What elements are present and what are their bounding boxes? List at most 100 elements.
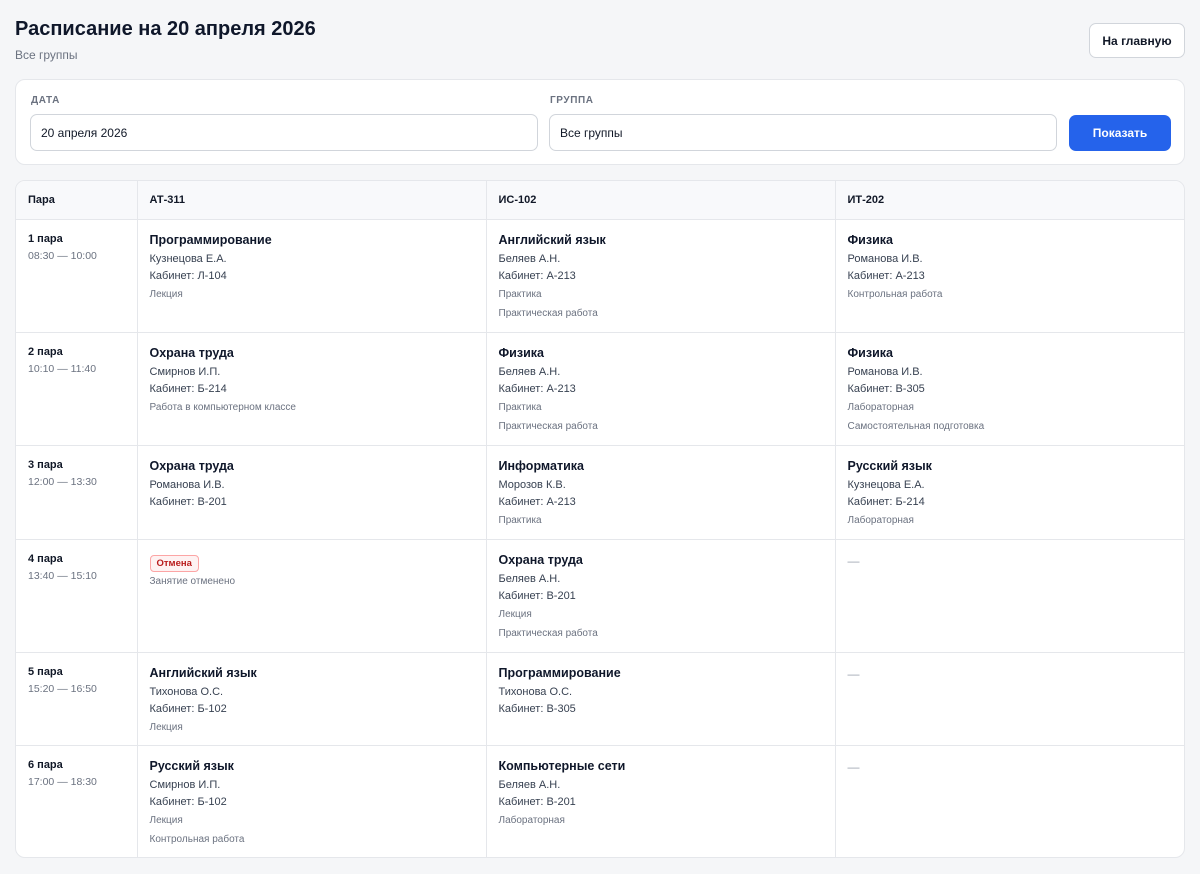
lesson-note: Лекция [498, 608, 532, 620]
pair-cell: 6 пара 17:00 — 18:30 [16, 745, 137, 857]
lesson-cell: Физика Романова И.В. Кабинет: В-305 Лаборат… [834, 332, 1184, 446]
room-number: Кабинет: А-213 [498, 269, 576, 282]
lesson-cell: Компьютерные сети Беляев А.Н. Кабинет: В-2… [485, 745, 835, 857]
teacher-name: Тихонова О.С. [498, 685, 573, 698]
lesson-cell: — [834, 539, 1184, 653]
lesson-cell: — [834, 652, 1184, 746]
room-number: Кабинет: Л-104 [149, 269, 227, 282]
empty-slot: — [847, 553, 860, 568]
room-number: Кабинет: В-201 [498, 795, 576, 808]
pair-number: 3 пара [28, 458, 63, 471]
subject-name: Программирование [498, 665, 621, 680]
lesson-note: Контрольная работа [847, 288, 943, 300]
teacher-name: Беляев А.Н. [498, 365, 561, 378]
lesson-note: Занятие отменено [149, 575, 236, 587]
lesson-cell: Охрана труда Смирнов И.П. Кабинет: Б-214 Ра… [136, 332, 486, 446]
room-number: Кабинет: Б-214 [847, 495, 925, 508]
group-label: ГРУППА [550, 95, 594, 106]
teacher-name: Романова И.В. [149, 478, 225, 491]
lesson-cell: Английский язык Тихонова О.С. Кабинет: Б-1… [136, 652, 486, 746]
date-label: ДАТА [31, 95, 60, 106]
lesson-note: Практическая работа [498, 307, 598, 319]
empty-slot: — [847, 666, 860, 681]
lesson-cell: Английский язык Беляев А.Н. Кабинет: А-213… [485, 219, 835, 333]
teacher-name: Беляев А.Н. [498, 572, 561, 585]
lesson-note: Лабораторная [498, 814, 565, 826]
pair-number: 2 пара [28, 345, 63, 358]
page-header: Расписание на 20 апреля 2026 Все группы … [15, 16, 1185, 66]
pair-cell: 5 пара 15:20 — 16:50 [16, 652, 137, 746]
page-title: Расписание на 20 апреля 2026 [15, 18, 316, 40]
lesson-note: Лекция [149, 814, 183, 826]
lesson-note: Практика [498, 401, 542, 413]
lesson-note: Лекция [149, 721, 183, 733]
room-number: Кабинет: В-201 [498, 589, 576, 602]
room-number: Кабинет: В-201 [149, 495, 227, 508]
room-number: Кабинет: В-305 [498, 702, 576, 715]
pair-time: 13:40 — 15:10 [28, 569, 97, 582]
empty-slot: — [847, 759, 860, 774]
group-select[interactable]: Все группы [549, 114, 1057, 151]
pair-number: 1 пара [28, 232, 63, 245]
subject-name: Физика [498, 345, 544, 360]
teacher-name: Кузнецова Е.А. [847, 478, 925, 491]
pair-cell: 1 пара 08:30 — 10:00 [16, 219, 137, 333]
teacher-name: Кузнецова Е.А. [149, 252, 227, 265]
lesson-note: Практическая работа [498, 627, 598, 639]
subject-name: Компьютерные сети [498, 758, 626, 773]
home-button[interactable]: На главную [1089, 23, 1185, 58]
pair-time: 08:30 — 10:00 [28, 249, 97, 262]
teacher-name: Беляев А.Н. [498, 778, 561, 791]
teacher-name: Романова И.В. [847, 252, 923, 265]
subject-name: Охрана труда [149, 458, 234, 473]
lesson-cell: Физика Беляев А.Н. Кабинет: А-213 Практика П… [485, 332, 835, 446]
teacher-name: Беляев А.Н. [498, 252, 561, 265]
room-number: Кабинет: А-213 [847, 269, 925, 282]
pair-cell: 2 пара 10:10 — 11:40 [16, 332, 137, 446]
cancel-badge: Отмена [149, 554, 199, 572]
lesson-note: Практическая работа [498, 420, 598, 432]
pair-time: 15:20 — 16:50 [28, 682, 97, 695]
room-number: Кабинет: Б-102 [149, 702, 227, 715]
lesson-note: Практика [498, 514, 542, 526]
lesson-cell: Отмена Занятие отменено [136, 539, 486, 653]
lesson-cell: Охрана труда Романова И.В. Кабинет: В-201 [136, 445, 486, 540]
subject-name: Русский язык [847, 458, 932, 473]
lesson-note: Лекция [149, 288, 183, 300]
pair-cell: 3 пара 12:00 — 13:30 [16, 445, 137, 540]
pair-time: 17:00 — 18:30 [28, 775, 97, 788]
lesson-note: Самостоятельная подготовка [847, 420, 985, 432]
lesson-cell: — [834, 745, 1184, 857]
subject-name: Охрана труда [149, 345, 234, 360]
room-number: Кабинет: В-305 [847, 382, 925, 395]
subject-name: Физика [847, 232, 893, 247]
column-header-group: АТ-311 [136, 181, 486, 220]
lesson-cell: Программирование Тихонова О.С. Кабинет: В-… [485, 652, 835, 746]
teacher-name: Романова И.В. [847, 365, 923, 378]
lesson-cell: Физика Романова И.В. Кабинет: А-213 Контрол… [834, 219, 1184, 333]
subject-name: Русский язык [149, 758, 234, 773]
filter-panel: ДАТА 20 апреля 2026 ГРУППА Все группы По… [15, 79, 1185, 165]
table-row: 6 пара 17:00 — 18:30 Русский язык Смирнов И… [16, 745, 1184, 857]
lesson-cell: Программирование Кузнецова Е.А. Кабинет: Л… [136, 219, 486, 333]
table-row: 5 пара 15:20 — 16:50 Английский язык Тихоно… [16, 652, 1184, 746]
date-input[interactable]: 20 апреля 2026 [30, 114, 538, 151]
show-button[interactable]: Показать [1069, 115, 1171, 151]
room-number: Кабинет: Б-214 [149, 382, 227, 395]
subject-name: Охрана труда [498, 552, 583, 567]
subject-name: Физика [847, 345, 893, 360]
lesson-note: Контрольная работа [149, 833, 245, 845]
pair-number: 6 пара [28, 758, 63, 771]
lesson-cell: Охрана труда Беляев А.Н. Кабинет: В-201 Лек… [485, 539, 835, 653]
lesson-cell: Информатика Морозов К.В. Кабинет: А-213 Пра… [485, 445, 835, 540]
table-row: 2 пара 10:10 — 11:40 Охрана труда Смирнов И… [16, 332, 1184, 446]
subject-name: Английский язык [149, 665, 257, 680]
lesson-note: Лабораторная [847, 514, 914, 526]
lesson-note: Лабораторная [847, 401, 914, 413]
schedule-table: Пара АТ-311 ИС-102 ИТ-202 1 пара 08:30 — … [15, 180, 1185, 858]
subject-name: Программирование [149, 232, 272, 247]
lesson-cell: Русский язык Кузнецова Е.А. Кабинет: Б-214… [834, 445, 1184, 540]
pair-time: 12:00 — 13:30 [28, 475, 97, 488]
pair-number: 5 пара [28, 665, 63, 678]
table-row: 4 пара 13:40 — 15:10 Отмена Занятие отменен… [16, 539, 1184, 653]
